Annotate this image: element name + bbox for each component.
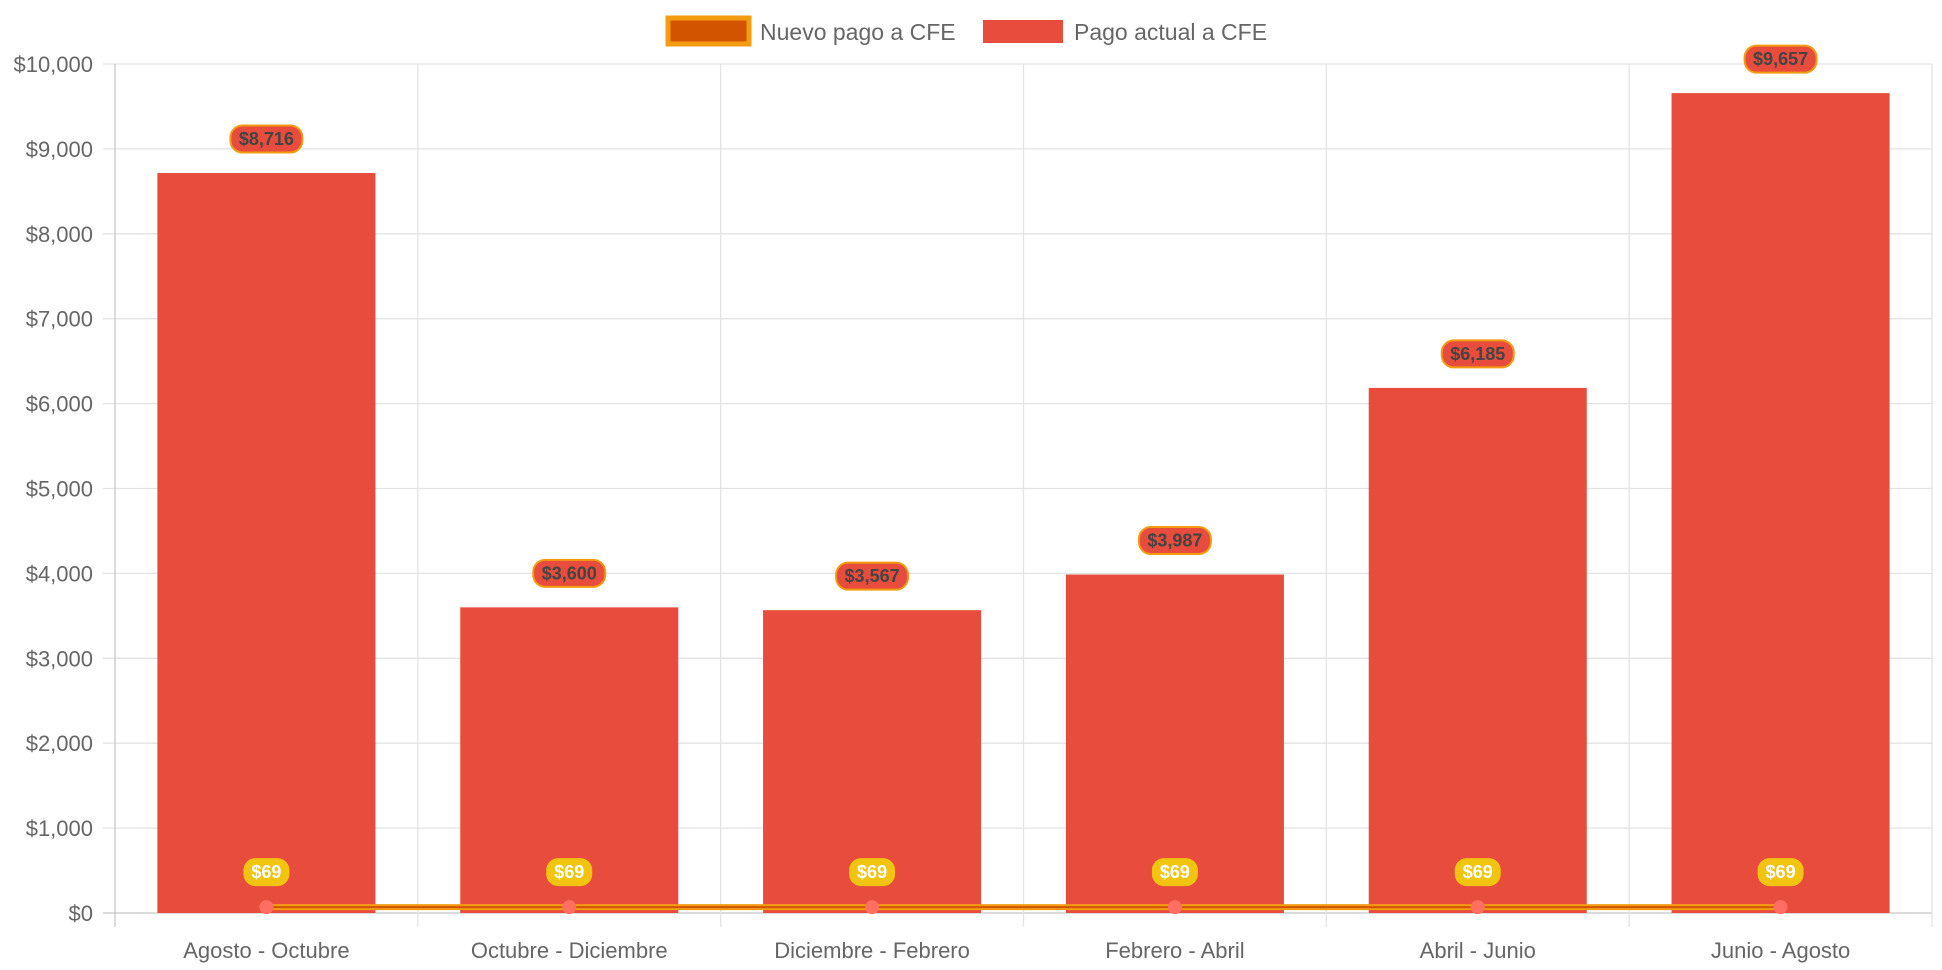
legend-label-nuevo: Nuevo pago a CFE bbox=[760, 19, 956, 45]
line-data-label-bg bbox=[243, 858, 290, 887]
bar-data-label: $6,185 bbox=[1450, 344, 1505, 364]
line-data-label: $69 bbox=[1766, 862, 1796, 882]
bar-data-label-bg bbox=[1743, 44, 1818, 74]
bar bbox=[1065, 574, 1284, 913]
x-tick-label: Febrero - Abril bbox=[1105, 938, 1244, 963]
bar-data-label-bg bbox=[1440, 339, 1515, 369]
y-tick-label: $7,000 bbox=[26, 307, 93, 332]
y-tick-label: $10,000 bbox=[13, 52, 93, 77]
line-data-label: $69 bbox=[1160, 862, 1190, 882]
y-tick-label: $6,000 bbox=[26, 392, 93, 417]
bar-data-label: $3,987 bbox=[1147, 531, 1202, 551]
line-point bbox=[1470, 900, 1485, 915]
x-tick-label: Abril - Junio bbox=[1420, 938, 1536, 963]
line-series bbox=[259, 900, 1788, 915]
y-tick-label: $0 bbox=[69, 901, 93, 926]
line-data-label-bg bbox=[849, 858, 896, 887]
axes: $0 $1,000 $2,000 $3,000 $4,000 $5,000 $6,000 $7… bbox=[13, 52, 1850, 963]
bar-data-label-bg bbox=[229, 124, 304, 154]
x-tick-label: Diciembre - Febrero bbox=[774, 938, 970, 963]
y-tick-label: $4,000 bbox=[26, 561, 93, 586]
line-point bbox=[1773, 900, 1788, 915]
line-data-label: $69 bbox=[1463, 862, 1493, 882]
legend-swatch-nuevo bbox=[665, 15, 752, 47]
line-data-label: $69 bbox=[857, 862, 887, 882]
bar-data-label-bg bbox=[1137, 526, 1212, 556]
y-tick-label: $1,000 bbox=[26, 816, 93, 841]
legend-item-nuevo: Nuevo pago a CFE bbox=[665, 15, 956, 47]
bar-data-label: $9,657 bbox=[1753, 49, 1808, 69]
bar bbox=[1368, 387, 1587, 913]
bar bbox=[157, 173, 376, 913]
y-tick-label: $2,000 bbox=[26, 731, 93, 756]
line-data-label-bg bbox=[546, 858, 593, 887]
legend-item-actual: Pago actual a CFE bbox=[983, 19, 1267, 45]
line-data-label-bg bbox=[1757, 858, 1804, 887]
legend-swatch-actual bbox=[983, 20, 1063, 43]
line-point bbox=[259, 900, 274, 915]
bar-data-label: $3,567 bbox=[845, 566, 900, 586]
gridlines bbox=[103, 63, 1933, 927]
legend: Nuevo pago a CFE Pago actual a CFE bbox=[665, 15, 1267, 47]
line-data-label-bg bbox=[1454, 858, 1501, 887]
y-tick-label: $3,000 bbox=[26, 646, 93, 671]
bar-data-label-bg bbox=[532, 558, 607, 588]
bar-data-label: $8,716 bbox=[239, 129, 294, 149]
line-point bbox=[562, 900, 577, 915]
line-point bbox=[865, 900, 880, 915]
x-tick-label: Octubre - Diciembre bbox=[471, 938, 668, 963]
legend-label-actual: Pago actual a CFE bbox=[1074, 19, 1267, 45]
y-tick-label: $9,000 bbox=[26, 137, 93, 162]
x-tick-label: Agosto - Octubre bbox=[183, 938, 349, 963]
line-point bbox=[1167, 900, 1182, 915]
data-labels: $69 $69 $69 $69 $69 $69 $8,716 $3,600 $3,567 $3,9… bbox=[229, 44, 1818, 887]
line-data-label: $69 bbox=[554, 862, 584, 882]
line-data-label: $69 bbox=[251, 862, 281, 882]
y-tick-label: $8,000 bbox=[26, 222, 93, 247]
x-tick-label: Junio - Agosto bbox=[1711, 938, 1850, 963]
bar-data-label: $3,600 bbox=[542, 563, 597, 583]
bar-data-label-bg bbox=[835, 561, 910, 591]
line-data-label-bg bbox=[1151, 858, 1198, 887]
bar bbox=[1671, 93, 1890, 913]
y-tick-label: $5,000 bbox=[26, 477, 93, 502]
